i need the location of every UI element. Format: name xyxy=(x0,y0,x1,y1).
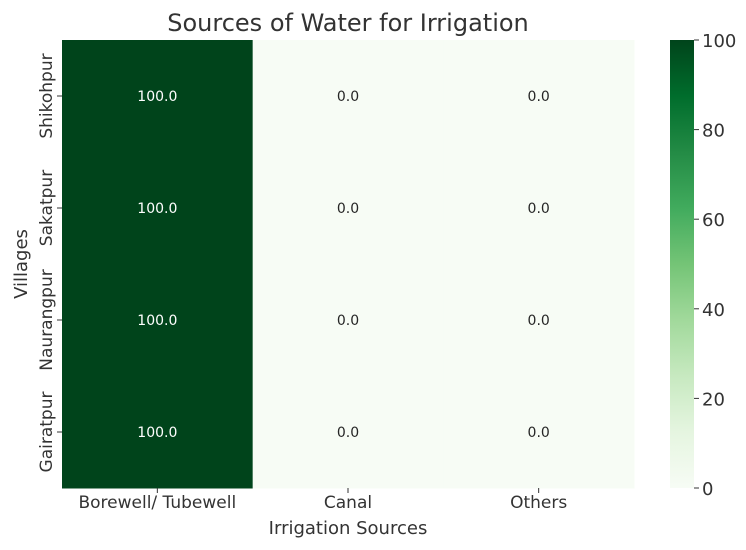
x-tick-label: Borewell/ Tubewell xyxy=(78,493,236,513)
cell-value-label: 100.0 xyxy=(137,89,177,105)
y-tick-label: Sakatpur xyxy=(37,170,57,246)
y-axis-ticks: Shikohpur Sakatpur Naurangpur Gairatpur xyxy=(37,53,62,472)
heatmap-cell xyxy=(252,152,444,265)
heatmap-cell-labels: 100.0 0.0 0.0 100.0 0.0 0.0 100.0 0.0 0.0 100.0 0.… xyxy=(137,89,550,441)
x-tick-label: Canal xyxy=(324,493,372,513)
heatmap-cell xyxy=(443,264,635,377)
heatmap-cell xyxy=(252,376,444,489)
cell-value-label: 0.0 xyxy=(528,425,550,441)
heatmap-cell xyxy=(62,152,254,265)
heatmap-cell xyxy=(62,40,254,153)
heatmap-cell xyxy=(252,40,444,153)
heatmap-cell xyxy=(443,376,635,489)
cell-value-label: 0.0 xyxy=(337,201,359,217)
colorbar-tick-label: 80 xyxy=(702,121,725,142)
colorbar-tick-label: 20 xyxy=(702,389,725,410)
cell-value-label: 0.0 xyxy=(337,425,359,441)
chart-title: Sources of Water for Irrigation xyxy=(167,9,529,37)
heatmap-cells xyxy=(62,40,635,489)
y-tick-label: Gairatpur xyxy=(37,392,57,473)
cell-value-label: 100.0 xyxy=(137,313,177,329)
cell-value-label: 0.0 xyxy=(337,313,359,329)
cell-value-label: 0.0 xyxy=(528,313,550,329)
cell-value-label: 100.0 xyxy=(137,201,177,217)
colorbar-ticks: 0 20 40 60 80 100 xyxy=(694,31,736,500)
heatmap-cell xyxy=(62,376,254,489)
heatmap-cell xyxy=(252,264,444,377)
y-axis-label: Villages xyxy=(11,229,32,299)
colorbar-tick-label: 60 xyxy=(702,210,725,231)
colorbar-tick-label: 0 xyxy=(702,479,713,500)
x-tick-label: Others xyxy=(510,493,567,513)
colorbar xyxy=(670,40,694,488)
cell-value-label: 0.0 xyxy=(528,89,550,105)
colorbar-tick-label: 100 xyxy=(702,31,736,52)
y-tick-label: Naurangpur xyxy=(37,269,57,370)
colorbar-tick-label: 40 xyxy=(702,300,725,321)
heatmap-cell xyxy=(443,152,635,265)
y-tick-label: Shikohpur xyxy=(37,53,57,138)
cell-value-label: 100.0 xyxy=(137,425,177,441)
cell-value-label: 0.0 xyxy=(528,201,550,217)
x-axis-label: Irrigation Sources xyxy=(269,518,428,539)
heatmap-cell xyxy=(62,264,254,377)
heatmap-cell xyxy=(443,40,635,153)
x-axis-ticks: Borewell/ Tubewell Canal Others xyxy=(78,488,567,513)
cell-value-label: 0.0 xyxy=(337,89,359,105)
